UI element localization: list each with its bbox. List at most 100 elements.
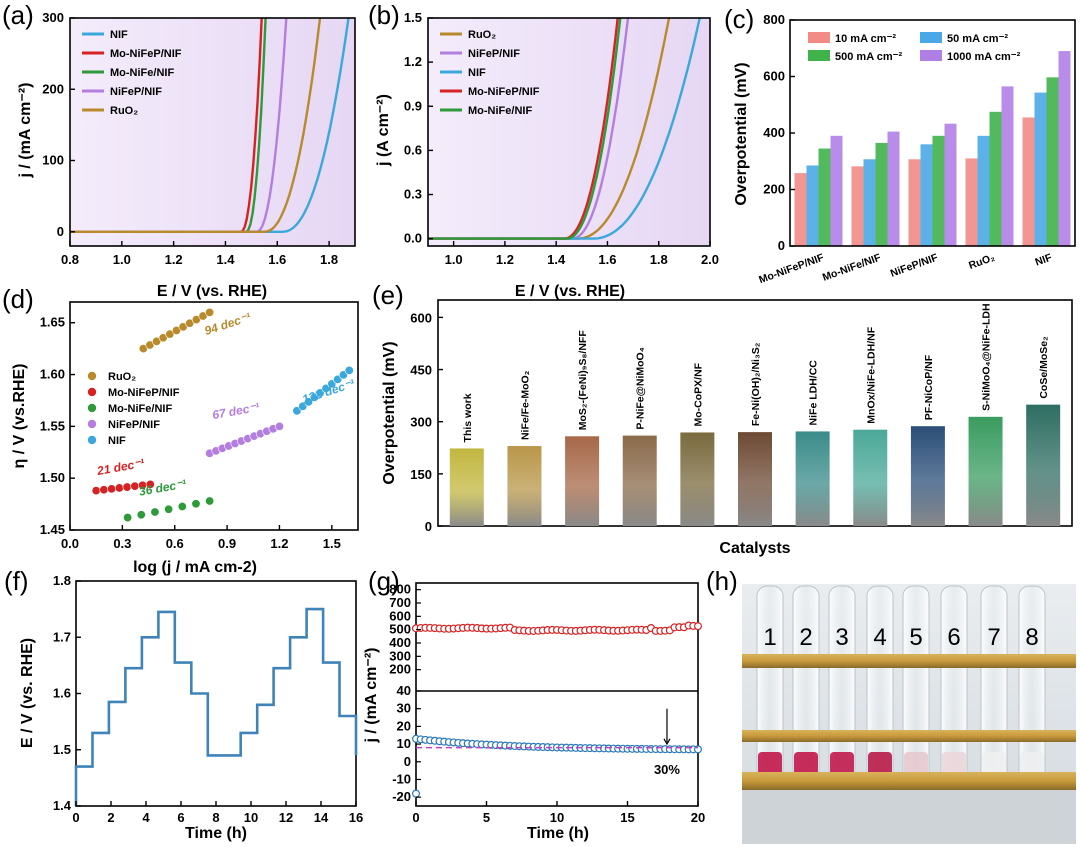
- bar-NiFePNIF-1: [920, 144, 933, 246]
- tube-number-label: 3: [835, 624, 848, 651]
- legend-entry: 1000 mA cm⁻²: [947, 51, 1021, 63]
- bar-catalyst-10: [1026, 404, 1061, 526]
- catalyst-label: CoSe/MoSe₂: [1038, 336, 1050, 399]
- bar-RuO-3: [1001, 86, 1014, 246]
- legend-entry: Mo-NiFe/NIF: [110, 67, 174, 79]
- bar-catalyst-3: [622, 435, 657, 526]
- y-tick-label-bottom: -20: [392, 789, 411, 804]
- data-point-1: [114, 483, 124, 493]
- legend-swatch: [808, 50, 830, 61]
- y-tick-label: 0: [425, 519, 432, 534]
- x-tick-label: 1.4: [216, 252, 235, 267]
- legend-entry: NIF: [110, 29, 128, 41]
- catalyst-label: Fe-Ni(OH)₂/Ni₃S₂: [750, 342, 762, 426]
- panel-d-label: (d): [2, 284, 34, 314]
- y-tick-label: 1.50: [40, 470, 65, 485]
- wooden-rack-bar: [742, 654, 1076, 668]
- x-axis-label-e: Catalysts: [719, 540, 790, 557]
- catalyst-label: MnOx/NiFe-LDH/NF: [865, 326, 877, 423]
- y-tick-label-bottom: -10: [392, 771, 411, 786]
- y-axis-label-g: j / (mA cm⁻²): [363, 648, 380, 744]
- bar-RuO-2: [989, 111, 1002, 246]
- panel-b-lsv-chart: (b) 1.0 1.2 1.4 1.6 1.8 2.0 0.0 0.3 0.6 0.9 1.2 1.5…: [368, 0, 719, 300]
- y-tick-label-top: 300: [389, 648, 411, 663]
- legend-entry: RuO₂: [108, 371, 136, 383]
- data-point-2: [123, 513, 133, 523]
- x-tick-label: 2.0: [701, 252, 719, 267]
- bar-MoNiFePNIF-1: [806, 165, 819, 246]
- tube-number-label: 2: [799, 624, 812, 651]
- annotation-arrowhead: [663, 738, 671, 746]
- y-tick-label: 1.55: [40, 418, 65, 433]
- x-axis-label-a: E / V (vs. RHE): [157, 283, 267, 300]
- legend-entry: Mo-NiFeP/NIF: [110, 48, 182, 60]
- y-tick-label: 200: [763, 182, 785, 197]
- x-tick-label: 2: [107, 810, 114, 825]
- category-label: NiFeP/NIF: [889, 251, 940, 279]
- bar-catalyst-2: [565, 436, 600, 526]
- y-tick-label: 1.6: [53, 686, 71, 701]
- x-tick-label: 1.0: [113, 252, 131, 267]
- y-tick-label: 1.60: [40, 367, 65, 382]
- y-tick-label-bottom: 10: [397, 736, 411, 751]
- x-tick-label: 10: [550, 810, 564, 825]
- bar-NIF-2: [1046, 77, 1059, 246]
- bar-MoNiFeNIF-2: [875, 142, 888, 246]
- bar-NIF-1: [1034, 92, 1047, 246]
- bar-catalyst-7: [853, 429, 888, 526]
- bar-RuO-1: [977, 135, 990, 246]
- panel-g-label: (g): [368, 566, 400, 596]
- catalyst-label: This work: [462, 393, 474, 442]
- y-tick-label: 1.45: [40, 522, 65, 537]
- panel-e-label: (e): [372, 280, 404, 310]
- x-tick-label: 1.6: [598, 252, 616, 267]
- y-tick-label: 300: [410, 415, 432, 430]
- y-tick-label: 1.5: [53, 742, 71, 757]
- y-tick-label-top: 200: [389, 662, 411, 677]
- bar-MoNiFeNIF-1: [863, 159, 876, 246]
- y-tick-label: 0: [57, 224, 64, 239]
- catalyst-label: Mo-CoPX/NF: [692, 362, 704, 426]
- tube-liquid: [982, 752, 1006, 778]
- x-tick-label: 1.2: [165, 252, 183, 267]
- data-point-2: [136, 510, 146, 520]
- tafel-slope-label: 132 dec⁻¹: [300, 376, 356, 406]
- legend-entry: NiFeP/NIF: [108, 419, 160, 431]
- y-tick-label: 1.4: [53, 798, 72, 813]
- y-tick-label: 0.9: [404, 98, 422, 113]
- category-label: Mo-NiFeP/NIF: [757, 251, 826, 286]
- x-axis-label-b: E / V (vs. RHE): [515, 283, 625, 300]
- bar-catalyst-0: [449, 448, 484, 526]
- legend-marker: [87, 435, 97, 445]
- tube-liquid: [758, 752, 782, 778]
- y-tick-label-bottom: 40: [397, 683, 411, 698]
- legend-entry: Mo-NiFeP/NIF: [468, 86, 540, 98]
- photo-table-surface: [742, 790, 1076, 844]
- tube-liquid: [868, 752, 892, 778]
- bar-catalyst-6: [795, 431, 830, 526]
- y-tick-label-bottom: 0: [404, 754, 411, 769]
- bar-NiFePNIF-2: [932, 135, 945, 246]
- y-tick-label: 150: [410, 467, 432, 482]
- x-tick-label: 1.6: [268, 252, 286, 267]
- panel-d-tafel-plot: (d) 94 dec⁻¹21 dec⁻¹36 dec⁻¹67 dec⁻¹132 …: [2, 284, 359, 576]
- bar-catalyst-8: [910, 426, 945, 526]
- x-axis-label-f: Time (h): [185, 825, 247, 842]
- y-tick-label-top: 700: [389, 595, 411, 610]
- tube-liquid: [830, 752, 854, 778]
- axes-frame-f: [75, 580, 357, 807]
- category-label: RuO₂: [967, 251, 997, 272]
- x-tick-label: 1.5: [323, 536, 341, 551]
- catalyst-label: P-NiFe@NiMoO₄: [635, 347, 647, 429]
- x-tick-label: 0.9: [218, 536, 236, 551]
- data-point-0: [205, 307, 215, 317]
- legend-marker: [87, 403, 97, 413]
- panel-c-label: (c): [724, 4, 754, 34]
- catalyst-label: PF-NiCoP/NF: [923, 354, 935, 420]
- data-point-2: [191, 499, 201, 509]
- y-tick-label: 1.2: [404, 54, 422, 69]
- y-tick-label: 450: [410, 363, 432, 378]
- panel-a-lsv-chart: (a) 0.8 1.0 1.2 1.4 1.6 1.8 0 100 200 300 NIF Mo-N…: [2, 0, 356, 300]
- x-tick-label: 16: [349, 810, 363, 825]
